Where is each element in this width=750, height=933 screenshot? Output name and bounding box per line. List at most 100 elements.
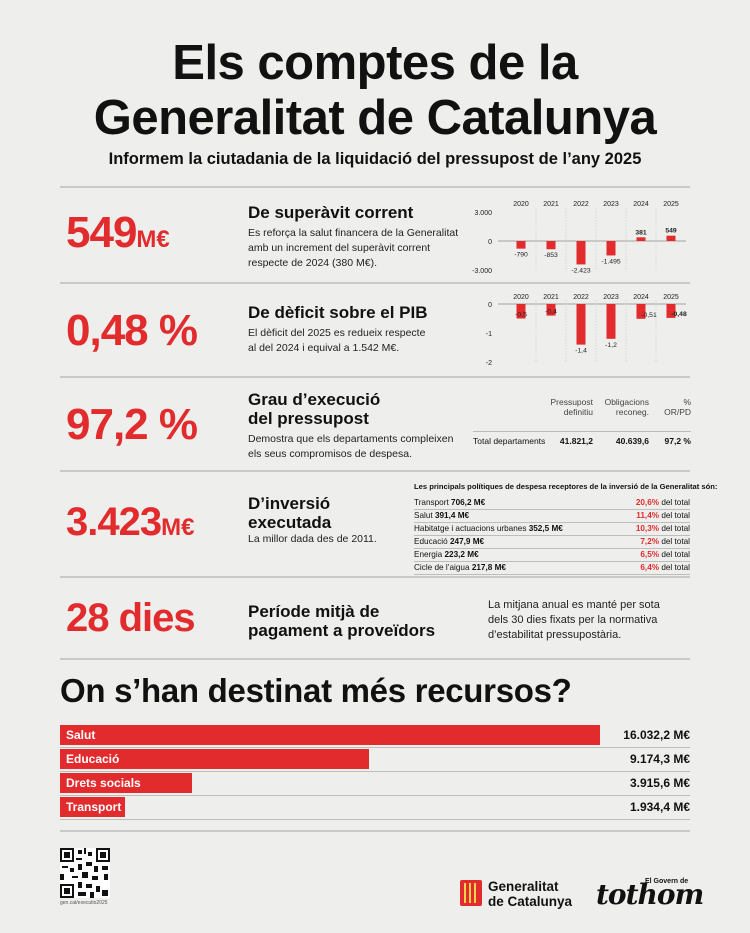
row-percent: 97,2 % (664, 436, 691, 446)
bar-2025 (666, 304, 676, 318)
execucio-text: Demostra que els departaments compleixen… (248, 432, 453, 462)
x-tick-label: 2023 (603, 201, 619, 208)
inversio-item-amount: 352,5 M€ (528, 524, 563, 533)
inversio-item-amount: 706,2 M€ (451, 498, 486, 507)
x-tick-label: 2022 (573, 294, 589, 301)
pagament-text: La mitjana anual es manté per sota dels … (488, 598, 660, 643)
generalitat-name: Generalitat de Catalunya (488, 879, 572, 909)
page-title: Els comptes de la Generalitat de Catalun… (0, 36, 750, 146)
inversio-heading-2: executada (248, 513, 332, 532)
inversio-item-pct: 6,5% del total (640, 549, 690, 561)
recursos-row: Salut 16.032,2 M€ (60, 725, 690, 748)
y-tick-label: 3.000 (474, 210, 492, 217)
inversio-item-percent: 6,5% (640, 550, 660, 559)
pagament-value: 28 dies (66, 596, 196, 640)
govern-de-label: El Govern de (645, 878, 689, 885)
superavit-value: 549M€ (66, 208, 170, 258)
govern-tothom-logo: tothom (596, 878, 704, 911)
inversio-item-suffix: del total (659, 511, 690, 520)
inversio-item-name: Habitatge i actuacions urbanes 352,5 M€ (414, 523, 563, 535)
col-percent: % OR/PD (664, 397, 691, 417)
data-label: -790 (514, 252, 528, 259)
data-label: -1.495 (601, 258, 620, 265)
list-item: Energia 223,2 M€ 6,5% del total (414, 549, 690, 562)
list-item: Educació 247,9 M€ 7,2% del total (414, 536, 690, 549)
pagament-heading-1: Període mitjà de (248, 602, 380, 621)
inversio-item-pct: 20,6% del total (636, 497, 690, 509)
list-item: Habitatge i actuacions urbanes 352,5 M€ 1… (414, 523, 690, 536)
inversio-rows: Transport 706,2 M€ 20,6% del total Salut 3… (414, 497, 690, 575)
recursos-title: On s’han destinat més recursos? (60, 672, 572, 709)
inversio-item-name: Educació 247,9 M€ (414, 536, 484, 548)
bar-2020 (516, 304, 526, 319)
pagament-heading: Període mitjà de pagament a proveïdors (248, 602, 435, 640)
row-divider (60, 819, 690, 820)
divider (60, 470, 690, 472)
inversio-item-suffix: del total (659, 563, 690, 572)
inversio-item-pct: 6,4% del total (640, 562, 690, 574)
col-pressupost-2: definitiu (563, 407, 593, 417)
recursos-row: Drets socials 3.915,6 M€ (60, 773, 690, 796)
x-tick-label: 2023 (603, 294, 619, 301)
recursos-value: 16.032,2 M€ (623, 728, 690, 742)
deficit-heading: De dèficit sobre el PIB (248, 303, 428, 322)
execucio-value: 97,2 % (66, 400, 198, 449)
col-percent-2: OR/PD (664, 407, 691, 417)
execucio-heading-1: Grau d’execució (248, 390, 381, 409)
inversio-item-amount: 217,8 M€ (471, 563, 506, 572)
deficit-value: 0,48 % (66, 306, 198, 355)
divider (60, 830, 690, 832)
recursos-bar (60, 749, 369, 769)
superavit-text-2: amb un increment del superàvit corrent (248, 242, 431, 254)
row-divider (60, 747, 690, 748)
recursos-bar (60, 725, 600, 745)
recursos-value: 9.174,3 M€ (629, 752, 690, 766)
data-label: -0,5 (515, 312, 527, 319)
x-tick-label: 2025 (663, 201, 679, 208)
title-line-1: Els comptes de la (172, 36, 578, 90)
x-tick-label: 2021 (543, 201, 559, 208)
inversio-item-pct: 7,2% del total (640, 536, 690, 548)
col-pressupost-1: Pressupost (550, 397, 593, 407)
deficit-text-2: al del 2024 i equival a 1.542 M€. (248, 342, 400, 354)
table-row: Total departaments 41.821,2 40.639,6 97,… (473, 431, 691, 447)
inversio-unit: M€ (161, 514, 195, 541)
page-subtitle: Informem la ciutadania de la liquidació … (108, 150, 642, 168)
row-divider (60, 795, 690, 796)
col-obligacions: Obligacions reconeg. (605, 397, 649, 417)
row-obligacions: 40.639,6 (615, 436, 649, 446)
bar-2024 (636, 304, 646, 319)
superavit-unit: M€ (136, 226, 170, 253)
inversio-item-percent: 11,4% (636, 511, 660, 520)
inversio-item-suffix: del total (659, 550, 690, 559)
execucio-table: Pressupost definitiu Obligacions reconeg. … (473, 397, 691, 447)
y-tick-label: -3.000 (472, 268, 492, 275)
row-divider (60, 771, 690, 772)
bar-2023 (606, 241, 616, 256)
x-tick-label: 2021 (543, 294, 559, 301)
pagament-text-1: La mitjana anual es manté per sota (488, 599, 660, 611)
x-tick-label: 2020 (513, 294, 529, 301)
x-tick-label: 2022 (573, 201, 589, 208)
data-label: -1,4 (575, 348, 587, 355)
row-pressupost: 41.821,2 (559, 436, 593, 446)
recursos-label: Transport (66, 800, 122, 814)
inversio-item-label: Habitatge i actuacions urbanes (414, 524, 529, 533)
inversio-item-label: Transport (414, 498, 452, 507)
recursos-label: Educació (66, 752, 120, 766)
divider (60, 282, 690, 284)
recursos-bar (60, 797, 126, 817)
inversio-item-percent: 6,4% (640, 563, 660, 572)
bar-2025 (666, 235, 676, 241)
inversio-item-suffix: del total (659, 524, 690, 533)
superavit-text: Es reforça la salut financera de la Gene… (248, 226, 458, 271)
generalitat-line-2: de Catalunya (488, 894, 573, 909)
inversio-item-amount: 391,4 M€ (434, 511, 470, 520)
inversio-heading: D’inversió executada (248, 494, 331, 532)
inversio-item-label: Educació (414, 537, 450, 546)
inversio-item-amount: 247,9 M€ (449, 537, 485, 546)
divider (60, 576, 690, 578)
execucio-text-2: els seus compromisos de despesa. (248, 448, 412, 460)
list-item: Transport 706,2 M€ 20,6% del total (414, 497, 690, 510)
inversio-item-percent: 20,6% (635, 498, 660, 507)
